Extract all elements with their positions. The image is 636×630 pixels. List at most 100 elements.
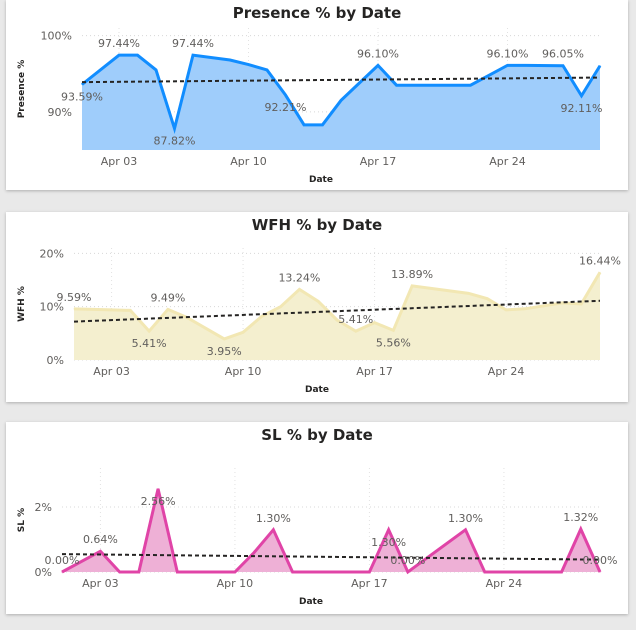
data-point [368, 571, 370, 573]
data-point [73, 308, 75, 310]
x-tick-label: Apr 03 [82, 577, 119, 590]
chart-title: Presence % by Date [232, 4, 402, 22]
trend-line [73, 299, 601, 323]
data-label: 9.49% [150, 291, 185, 304]
data-point [349, 571, 351, 573]
data-label: 5.41% [338, 313, 373, 326]
data-point [507, 64, 508, 66]
data-point [119, 571, 121, 573]
data-label: 92.21% [265, 101, 307, 114]
data-point [488, 74, 490, 76]
data-point [129, 309, 131, 311]
trend-line [81, 76, 601, 84]
data-label: 97.44% [172, 37, 214, 50]
data-point [215, 571, 217, 573]
y-axis-title: WFH % [17, 286, 27, 322]
wfh-chart-panel: WFH % by Date 0% 10% 20% Apr 03 Apr 10 Apr 17… [6, 212, 628, 402]
data-point [396, 84, 397, 86]
data-point [392, 329, 394, 331]
data-label: 92.11% [561, 102, 603, 115]
data-point [81, 84, 83, 86]
data-label: 0.00% [390, 554, 425, 567]
data-label: 1.30% [256, 512, 291, 525]
data-point [148, 330, 150, 332]
data-point [174, 127, 175, 129]
data-point [272, 529, 274, 531]
data-point [311, 571, 313, 573]
y-axis-title: Presence % [17, 60, 27, 119]
data-point [261, 315, 263, 317]
data-point [580, 303, 582, 305]
data-label: 16.44% [579, 254, 621, 267]
x-tick-label: Apr 17 [351, 577, 388, 590]
data-point [484, 571, 486, 573]
data-point [192, 54, 194, 56]
data-label: 5.56% [376, 336, 411, 349]
data-label: 13.89% [391, 268, 433, 281]
data-point [414, 84, 416, 86]
data-point [111, 309, 113, 311]
data-label: 97.44% [98, 37, 140, 50]
x-tick-label: Apr 24 [488, 365, 525, 378]
data-point [581, 95, 582, 97]
x-tick-label: Apr 17 [360, 155, 397, 168]
x-tick-label: Apr 17 [356, 365, 393, 378]
data-label: 9.59% [57, 291, 92, 304]
data-point [336, 319, 338, 321]
data-point [377, 64, 379, 66]
y-tick-label: 20% [40, 247, 64, 260]
data-point [355, 330, 357, 332]
data-label: 0.00% [583, 554, 618, 567]
sl-chart-panel: SL % by Date 0% 2% Apr 03 Apr 10 Apr 17 Apr 2… [6, 422, 628, 614]
x-tick-label: Apr 03 [93, 365, 130, 378]
data-point [359, 82, 360, 84]
data-point [525, 64, 527, 66]
data-label: 3.95% [207, 345, 242, 358]
data-point [167, 308, 169, 310]
data-point [317, 300, 319, 302]
x-axis-title: Date [305, 385, 329, 395]
data-point [242, 331, 244, 333]
data-label: 0.64% [83, 533, 118, 546]
data-point [229, 59, 231, 61]
data-point [599, 65, 601, 67]
data-point [374, 322, 376, 324]
data-point [599, 271, 601, 273]
data-label: 96.10% [357, 47, 399, 60]
data-point [580, 528, 582, 530]
x-axis-title: Date [299, 597, 323, 607]
data-point [505, 309, 507, 311]
x-tick-label: Apr 10 [230, 155, 267, 168]
trend-line [61, 553, 601, 561]
data-point [330, 571, 332, 573]
data-label: 1.30% [448, 512, 483, 525]
data-label: 96.05% [542, 48, 584, 61]
chart-title: WFH % by Date [251, 216, 383, 234]
data-point [223, 338, 225, 340]
sl-chart: 0%2%Apr 03 Apr 10 Apr 17 Apr 240.00%0.64%2.… [17, 468, 618, 607]
data-point [138, 571, 140, 573]
data-point [285, 94, 286, 96]
y-tick-label: 10% [40, 301, 64, 314]
data-label: 2.56% [141, 495, 176, 508]
series-area [62, 488, 600, 572]
data-point [411, 285, 413, 287]
x-tick-label: Apr 24 [489, 155, 526, 168]
data-point [503, 571, 505, 573]
y-tick-label: 90% [48, 106, 72, 119]
data-label: 1.30% [371, 536, 406, 549]
y-tick-label: 0% [47, 354, 64, 367]
y-tick-label: 2% [35, 501, 52, 514]
data-point [322, 124, 323, 126]
y-axis-title: SL % [17, 508, 27, 532]
data-label: 96.10% [487, 47, 529, 60]
x-tick-label: Apr 10 [225, 365, 262, 378]
data-point [561, 571, 563, 573]
data-point [292, 571, 294, 573]
x-axis-title: Date [309, 175, 333, 185]
data-point [303, 124, 305, 126]
data-point [468, 292, 469, 294]
data-point [266, 69, 268, 71]
x-tick-label: Apr 24 [486, 577, 523, 590]
data-point [99, 550, 101, 552]
